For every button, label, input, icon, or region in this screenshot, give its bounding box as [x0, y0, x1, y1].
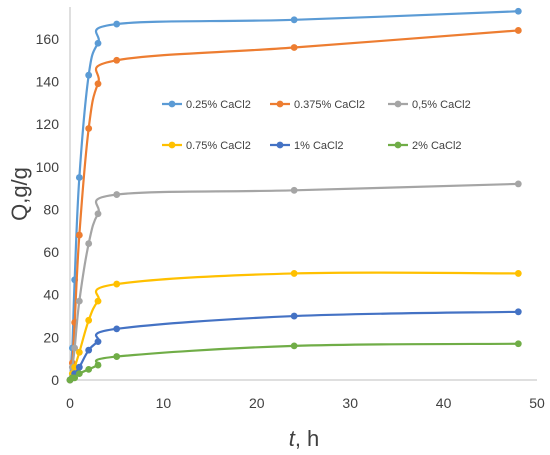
data-point: [94, 338, 102, 346]
data-point: [290, 44, 298, 51]
series-line: [68, 10, 519, 381]
y-axis-title: Q,g/g: [7, 167, 32, 221]
y-tick-label: 40: [43, 287, 59, 303]
legend-item: 0,5% CaCl2: [388, 99, 471, 111]
data-point: [75, 297, 83, 305]
series-2: [66, 27, 522, 384]
legend-label: 2% CaCl2: [412, 140, 462, 152]
data-point: [113, 20, 121, 28]
x-axis-title-variable: t: [289, 426, 296, 451]
data-point: [290, 16, 298, 24]
y-tick-label: 60: [43, 244, 59, 260]
series-1: [66, 7, 522, 384]
data-point: [94, 361, 102, 369]
legend-marker: [168, 141, 176, 149]
x-tick-label: 30: [342, 395, 358, 411]
y-tick-label: 100: [36, 159, 60, 175]
legend-marker: [168, 100, 176, 108]
series-6: [66, 340, 522, 384]
data-point: [85, 71, 93, 79]
data-point: [290, 342, 298, 350]
legend-marker: [394, 141, 402, 149]
data-point: [94, 210, 102, 218]
data-point: [514, 340, 522, 348]
data-point: [71, 344, 79, 352]
x-tick-label: 20: [249, 395, 265, 411]
axes: [69, 7, 537, 381]
legend-marker: [276, 141, 284, 149]
y-tick-label: 140: [36, 74, 60, 90]
x-tick-label: 10: [156, 395, 172, 411]
data-point: [85, 125, 93, 132]
legend-item: 2% CaCl2: [388, 140, 462, 152]
legend-marker: [394, 100, 402, 108]
data-point: [75, 370, 83, 378]
x-axis-title-unit: , h: [295, 426, 319, 451]
data-point: [75, 231, 83, 239]
x-tick-label: 50: [529, 395, 545, 411]
data-point: [113, 325, 121, 333]
x-axis-title: t, h: [289, 426, 320, 451]
data-point: [290, 270, 298, 277]
data-point: [290, 186, 298, 194]
y-tick-label: 20: [43, 329, 59, 345]
data-point: [514, 7, 522, 15]
series-lines: [66, 7, 522, 384]
y-tick-label: 80: [43, 201, 59, 217]
data-point: [290, 312, 298, 320]
legend-item: 0.25% CaCl2: [162, 99, 251, 111]
y-tick-label: 120: [36, 116, 60, 132]
data-point: [71, 374, 79, 382]
tick-labels: 0 10 20 30 40 50 0 20 40 60 80 100 120 140 160: [36, 31, 545, 411]
data-point: [75, 348, 83, 356]
data-point: [113, 280, 121, 288]
legend-item: 0.375% CaCl2: [270, 99, 365, 111]
data-point: [85, 346, 93, 354]
legend-item: 0.75% CaCl2: [162, 140, 251, 152]
data-point: [85, 316, 93, 324]
data-point: [514, 270, 522, 277]
series-line: [68, 182, 519, 381]
data-point: [113, 191, 121, 198]
y-tick-label: 160: [36, 31, 60, 47]
data-point: [94, 39, 102, 47]
x-tick-label: 0: [66, 395, 74, 411]
y-tick-label: 0: [51, 372, 59, 388]
data-point: [85, 365, 93, 373]
x-tick-label: 40: [436, 395, 452, 411]
data-point: [113, 56, 121, 64]
data-point: [75, 363, 83, 371]
data-point: [514, 27, 522, 34]
data-point: [94, 297, 102, 305]
data-point: [85, 240, 93, 247]
data-point: [514, 308, 522, 316]
data-point: [514, 180, 522, 188]
data-point: [94, 80, 102, 88]
legend-label: 0.375% CaCl2: [294, 99, 365, 111]
legend: 0.25% CaCl2 0.375% CaCl2 0,5% CaCl2 0.75% C…: [162, 99, 471, 152]
legend-label: 0,5% CaCl2: [412, 99, 471, 111]
legend-marker: [276, 100, 284, 108]
data-point: [75, 174, 83, 181]
legend-label: 0.75% CaCl2: [186, 140, 251, 152]
data-point: [71, 363, 79, 371]
series-line: [68, 29, 519, 381]
legend-label: 0.25% CaCl2: [186, 99, 251, 111]
legend-label: 1% CaCl2: [294, 140, 344, 152]
legend-item: 1% CaCl2: [270, 140, 344, 152]
data-point: [113, 353, 121, 360]
